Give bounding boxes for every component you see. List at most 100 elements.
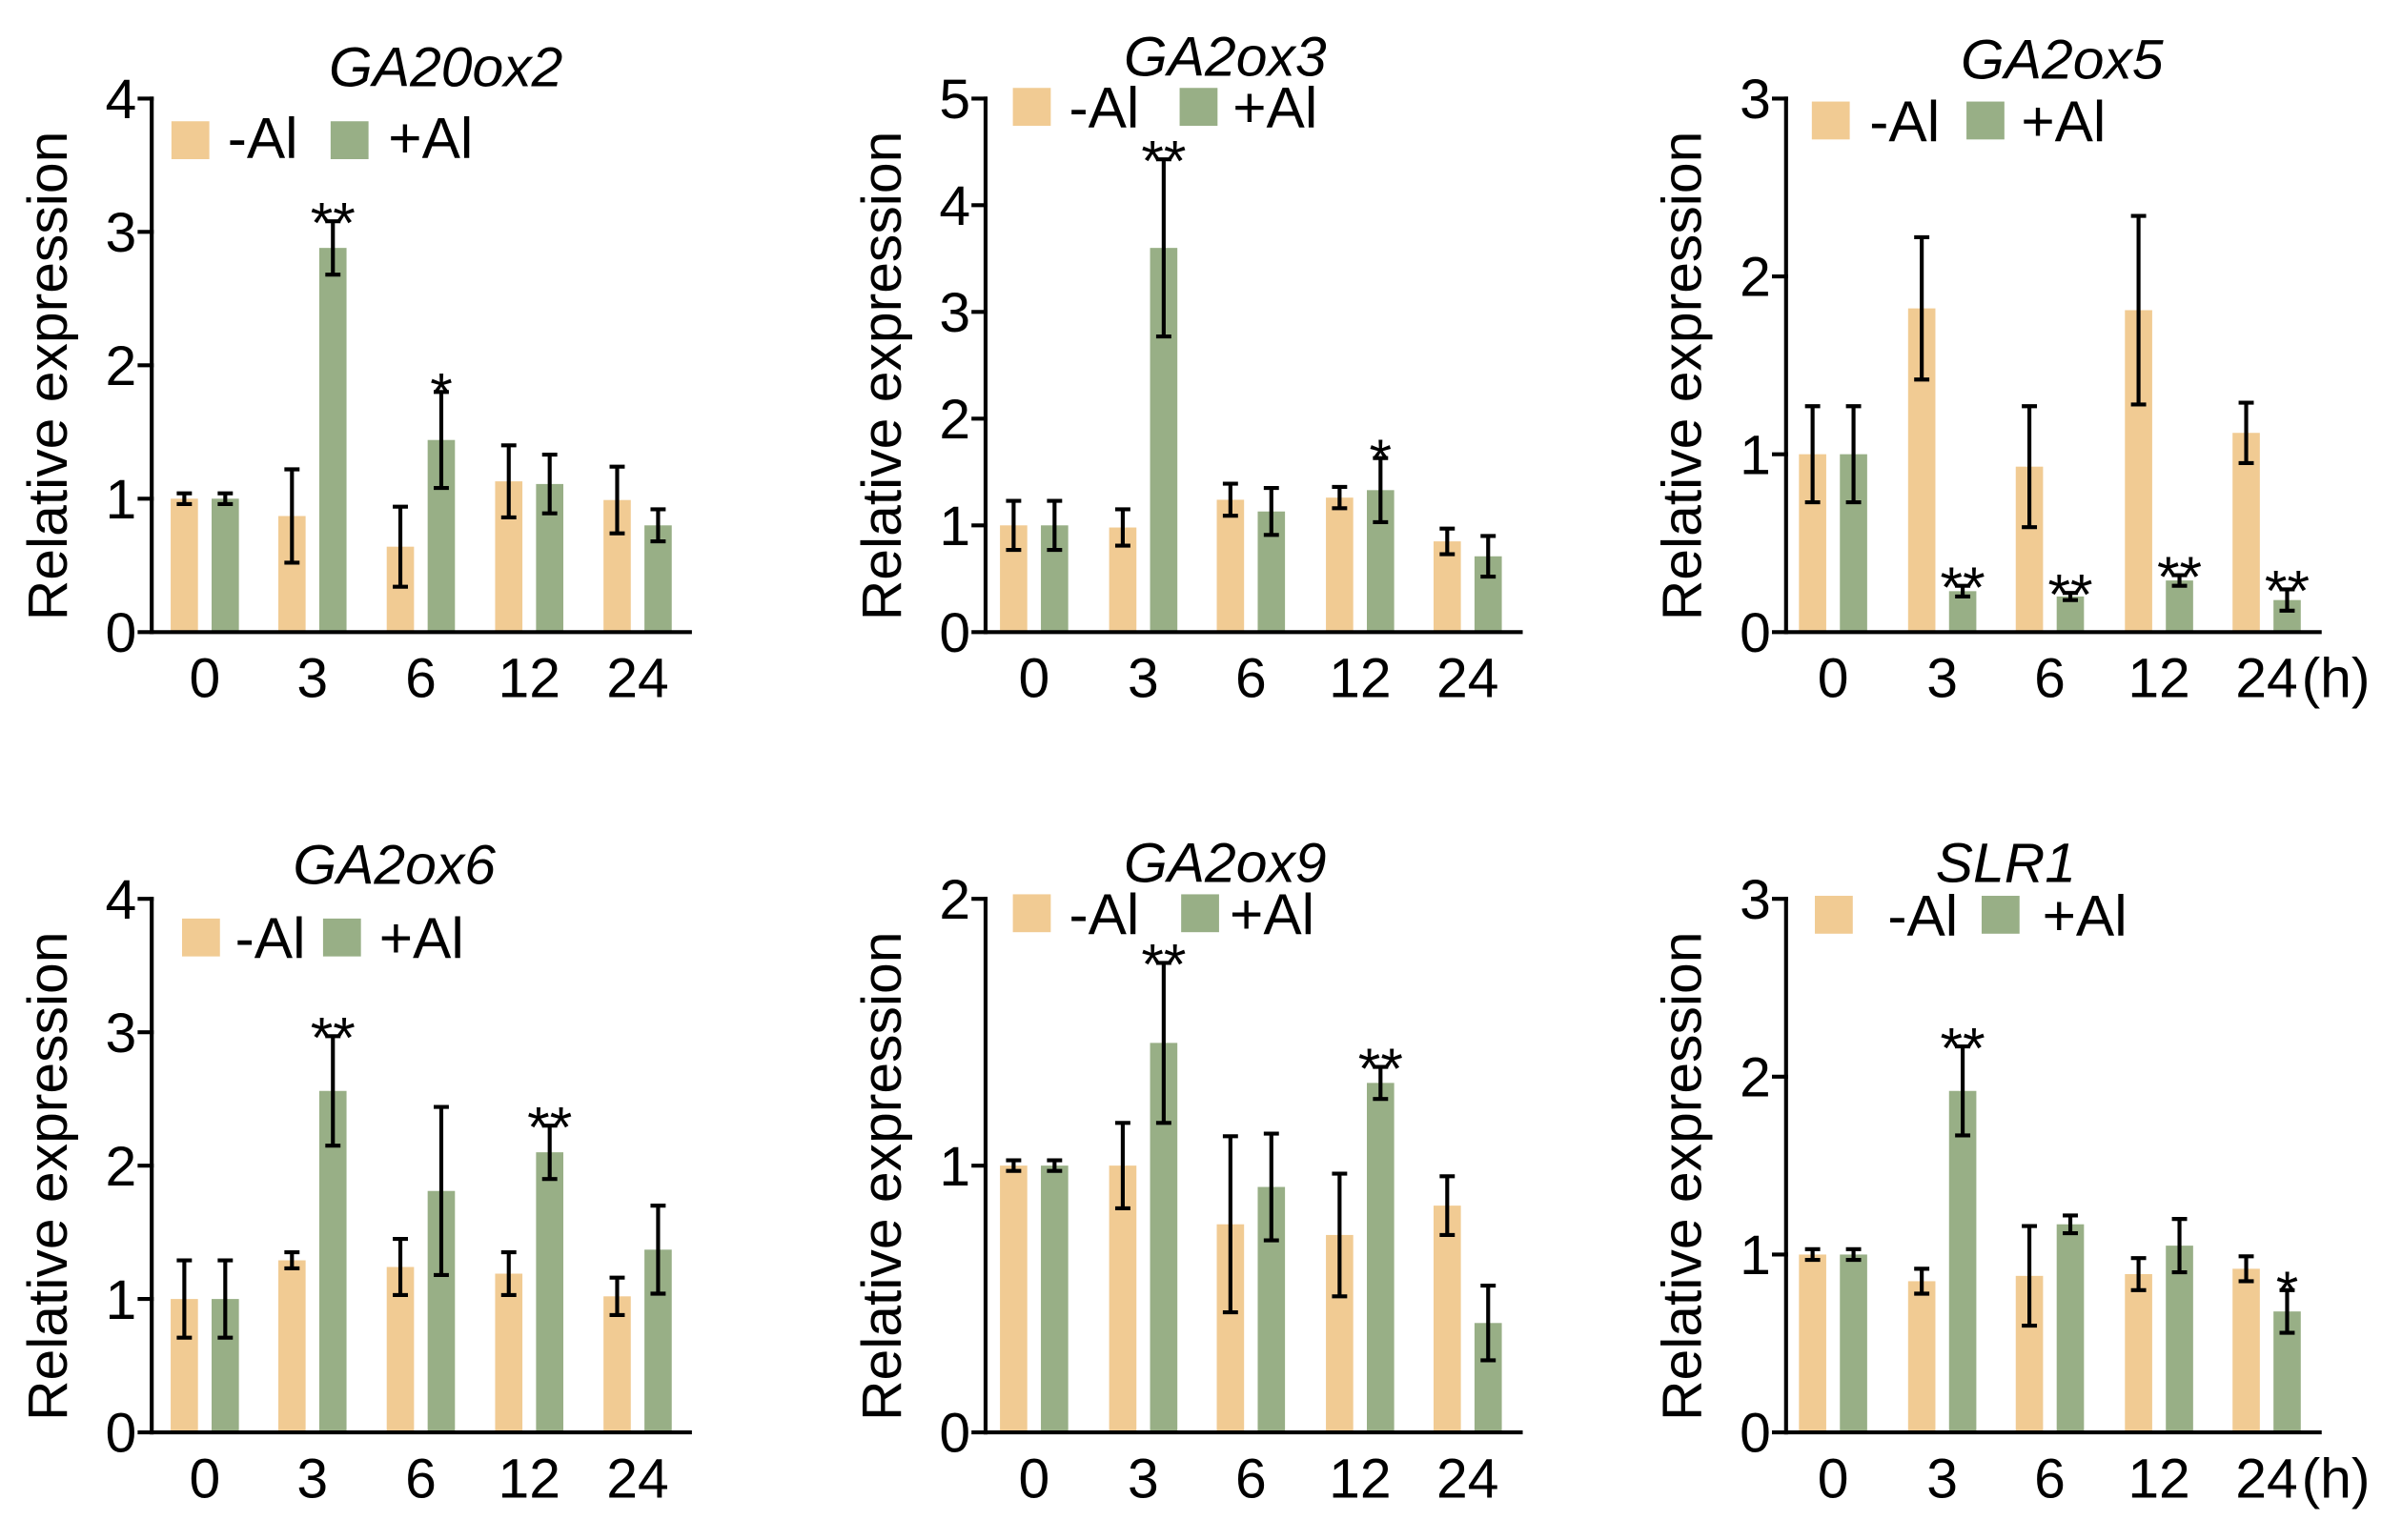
y-tick-label: 1 <box>1740 1225 1771 1287</box>
error-bar <box>609 1275 625 1317</box>
legend-label-minus-al: -Al <box>228 105 298 170</box>
error-bar <box>284 1250 300 1270</box>
legend-swatch-minus-al <box>181 918 220 957</box>
error-bar <box>2130 1256 2147 1292</box>
significance-label: ** <box>311 1005 356 1070</box>
y-tick-label: 0 <box>1740 1403 1771 1465</box>
significance-label: * <box>1370 427 1393 492</box>
chart-title: GA20ox2 <box>329 37 562 99</box>
error-bar <box>1222 481 1238 518</box>
significance-label: ** <box>1941 555 1985 619</box>
y-tick-label: 0 <box>106 1403 137 1465</box>
x-tick-label: 3 <box>1128 1448 1159 1510</box>
x-tick-label: 24 <box>1436 648 1498 710</box>
error-bar <box>1373 1064 1389 1102</box>
legend-label-minus-al: -Al <box>1069 881 1139 946</box>
error-bar <box>2022 404 2038 530</box>
x-tick-label: 6 <box>2034 648 2066 710</box>
legend-label-plus-al: +Al <box>2021 89 2106 153</box>
y-tick-label: 4 <box>939 175 970 237</box>
bar-minus-al <box>171 498 198 633</box>
legend-label-plus-al: +Al <box>1230 881 1314 946</box>
y-tick-label: 2 <box>1740 1046 1771 1108</box>
x-tick-label: 24 <box>2235 648 2297 710</box>
legend: -Al +Al <box>181 905 464 970</box>
error-bar <box>1955 1044 1971 1138</box>
error-bar <box>217 1258 234 1340</box>
error-bar <box>1480 534 1496 579</box>
error-bar <box>1914 234 1930 382</box>
error-bar <box>1006 1158 1022 1173</box>
y-tick-label: 0 <box>106 602 137 664</box>
bar-minus-al <box>603 1296 631 1433</box>
y-axis-label: Relative expression <box>1652 932 1714 1422</box>
y-tick-label: 3 <box>106 1003 137 1064</box>
bar-minus-al <box>2232 433 2260 633</box>
bar-minus-al <box>1216 499 1245 633</box>
error-bar <box>284 467 300 565</box>
error-bar <box>1155 157 1171 339</box>
significance-label: ** <box>1141 128 1186 192</box>
significance-label: ** <box>311 190 356 254</box>
x-tick-label: 6 <box>2034 1448 2066 1510</box>
x-tick-label: 12 <box>1329 1448 1391 1510</box>
y-tick-label: 1 <box>939 1136 970 1198</box>
bar-plus-al <box>212 498 239 633</box>
legend-label-minus-al: -Al <box>1869 89 1940 153</box>
significance-label: ** <box>1141 932 1186 997</box>
legend-swatch-minus-al <box>1012 88 1051 127</box>
legend-label-plus-al: +Al <box>388 105 473 170</box>
legend-swatch-plus-al <box>322 918 361 957</box>
y-tick-label: 3 <box>1740 69 1771 131</box>
bar-plus-al <box>1041 1165 1069 1433</box>
error-bar <box>2238 400 2254 466</box>
x-tick-label: 24 <box>2235 1448 2297 1510</box>
x-tick-label: 6 <box>405 1448 437 1510</box>
error-bar <box>1373 456 1389 524</box>
error-bar <box>1263 486 1279 537</box>
chart-title: GA2ox6 <box>293 834 496 896</box>
chart-title: GA2ox3 <box>1124 27 1327 89</box>
error-bar <box>1480 1284 1496 1363</box>
bar-plus-al <box>318 248 347 633</box>
bar-minus-al <box>1433 541 1461 633</box>
significance-label: ** <box>1358 1036 1403 1101</box>
error-bar <box>1332 1171 1348 1299</box>
legend: -Al +Al <box>1012 75 1317 140</box>
legend-label-plus-al: +Al <box>2043 882 2128 947</box>
y-tick-label: 2 <box>106 335 137 397</box>
error-bar <box>650 1204 666 1296</box>
x-tick-label: 24 <box>606 1448 668 1510</box>
error-bar <box>650 507 666 544</box>
x-unit-label: (h) <box>2302 648 2371 710</box>
x-tick-label: 6 <box>1235 1448 1267 1510</box>
significance-label: ** <box>2047 561 2092 626</box>
x-tick-label: 24 <box>606 648 668 710</box>
x-tick-label: 3 <box>296 1448 328 1510</box>
y-tick-label: 5 <box>939 69 970 131</box>
legend-swatch-minus-al <box>171 121 210 160</box>
error-bar <box>2279 1287 2295 1335</box>
error-bar <box>2063 591 2078 602</box>
error-bar <box>217 491 234 506</box>
error-bar <box>393 1237 408 1297</box>
y-tick-label: 2 <box>106 1136 137 1198</box>
error-bar <box>1332 484 1348 511</box>
error-bar <box>2279 587 2295 613</box>
error-bar <box>500 443 517 519</box>
chart-title: GA2ox9 <box>1124 833 1327 895</box>
error-bar <box>1439 1174 1456 1237</box>
bar-plus-al <box>536 1152 564 1433</box>
y-axis-label: Relative expression <box>851 132 913 621</box>
legend-label-minus-al: -Al <box>1069 75 1139 140</box>
x-tick-label: 0 <box>1019 1448 1050 1510</box>
legend-label-minus-al: -Al <box>235 905 306 970</box>
error-bar <box>1914 1266 1930 1296</box>
y-tick-label: 1 <box>106 469 137 531</box>
legend-label-plus-al: +Al <box>1232 75 1317 140</box>
error-bar <box>1047 1158 1063 1173</box>
x-tick-label: 3 <box>1926 648 1958 710</box>
error-bar <box>176 491 193 506</box>
